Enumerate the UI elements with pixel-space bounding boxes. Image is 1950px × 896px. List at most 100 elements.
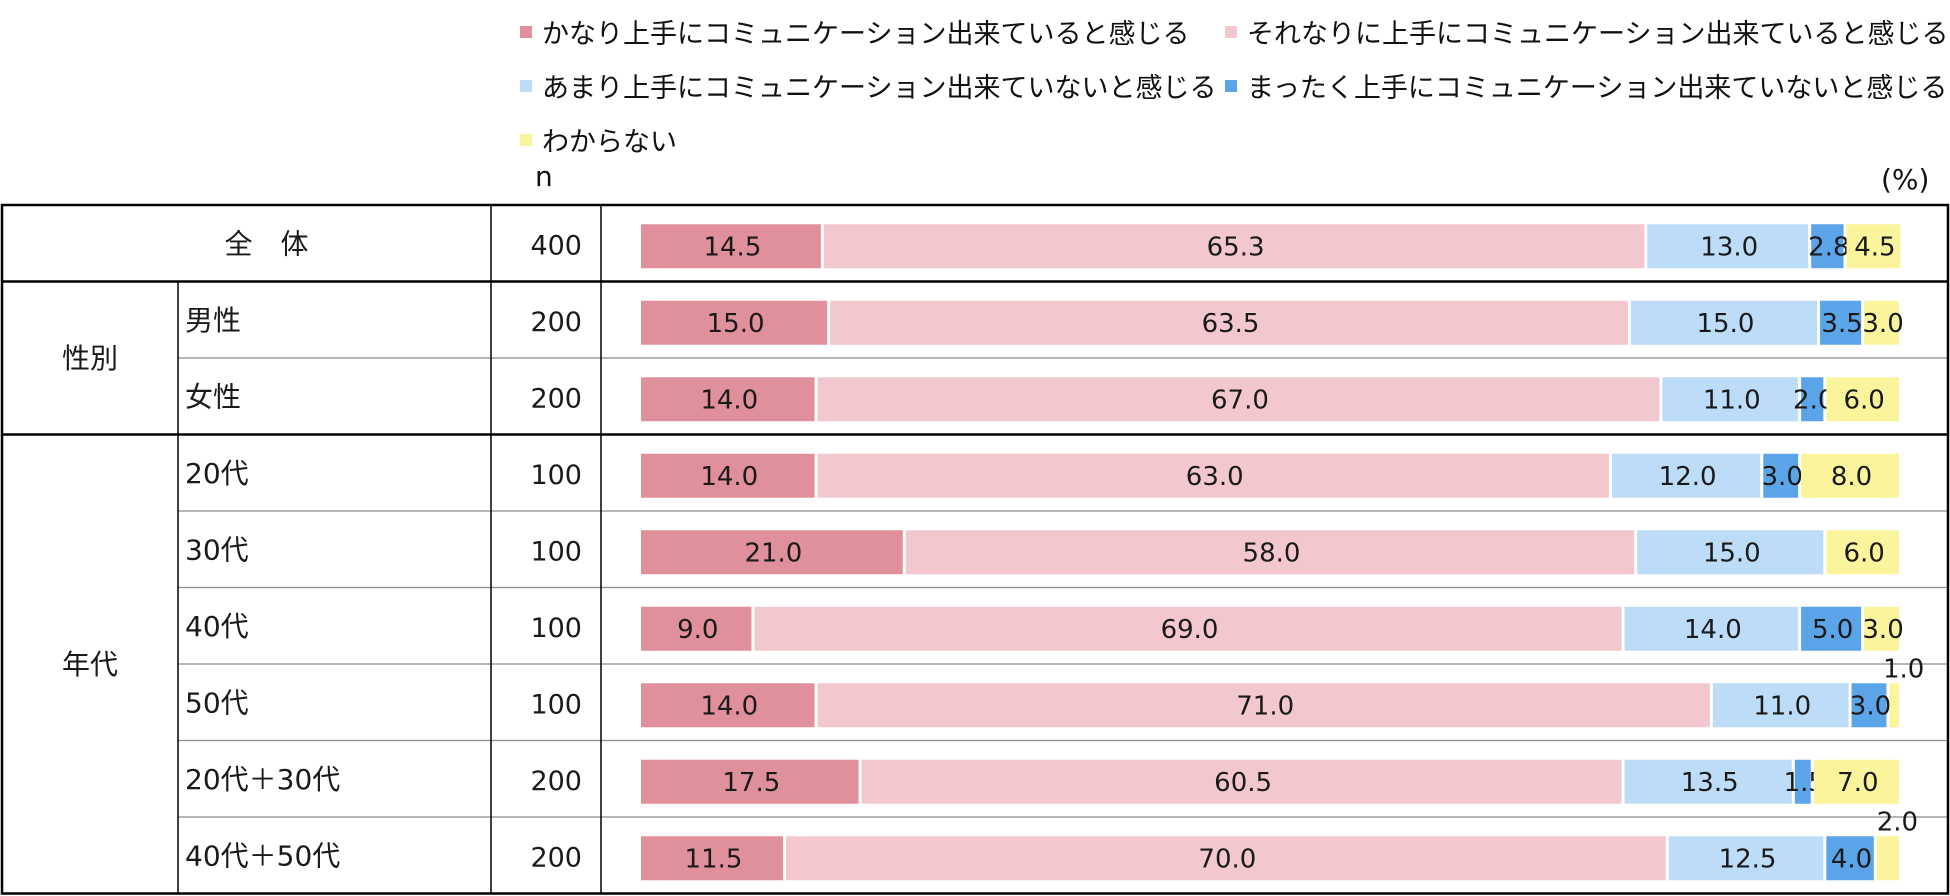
data-label: 9.0 bbox=[677, 615, 718, 645]
n-value: 200 bbox=[530, 383, 582, 414]
data-label: 15.0 bbox=[1703, 538, 1761, 568]
row-label: 40代 bbox=[185, 610, 249, 643]
legend-item-very-good: かなり上手にコミュニケーション出来ていると感じる bbox=[520, 12, 1189, 51]
bar-segment-3 bbox=[1630, 300, 1818, 345]
group-label-0: 全 体 bbox=[224, 227, 308, 260]
data-label: 11.0 bbox=[1703, 385, 1761, 415]
bar-segment-5 bbox=[1826, 377, 1899, 422]
data-label: 11.5 bbox=[685, 844, 743, 874]
n-value: 200 bbox=[530, 766, 582, 797]
legend-item-dont-know: わからない bbox=[520, 120, 677, 159]
row-label: 30代 bbox=[185, 533, 249, 566]
bar-segment-5 bbox=[1813, 759, 1899, 804]
n-value: 100 bbox=[530, 689, 582, 720]
group-label-2: 年代 bbox=[62, 648, 118, 681]
legend-item-not-good-at-all: まったく上手にコミュニケーション出来ていないと感じる bbox=[1225, 66, 1947, 105]
legend-label-somewhat-good: それなりに上手にコミュニケーション出来ていると感じる bbox=[1247, 19, 1949, 50]
data-label: 15.0 bbox=[1697, 309, 1755, 339]
bar-segment-2 bbox=[817, 683, 1710, 728]
data-label: 17.5 bbox=[722, 768, 780, 798]
legend-label-not-good-at-all: まったく上手にコミュニケーション出来ていないと感じる bbox=[1247, 73, 1948, 104]
legend-label-very-good: かなり上手にコミュニケーション出来ていると感じる bbox=[542, 19, 1190, 50]
data-label: 14.0 bbox=[700, 462, 758, 492]
bar-segment-1 bbox=[641, 300, 828, 345]
row-label: 20代 bbox=[185, 457, 249, 490]
bar-segment-2 bbox=[830, 300, 1628, 345]
data-label: 6.0 bbox=[1843, 385, 1884, 415]
data-label: 3.0 bbox=[1862, 615, 1903, 645]
bar-segment-3 bbox=[1647, 224, 1809, 269]
data-label: 70.0 bbox=[1198, 844, 1256, 874]
bar-segment-1 bbox=[641, 683, 815, 728]
row-label: 50代 bbox=[185, 686, 249, 719]
data-label: 4.5 bbox=[1854, 232, 1895, 262]
table-border bbox=[0, 203, 1950, 895]
bar-segment-1 bbox=[641, 759, 859, 804]
bar-segment-3 bbox=[1662, 377, 1799, 422]
bar-segment-4 bbox=[1763, 453, 1799, 498]
bar-segment-3 bbox=[1611, 453, 1761, 498]
bar-segment-1 bbox=[641, 377, 815, 422]
data-label: 6.0 bbox=[1843, 538, 1884, 568]
data-label: 12.0 bbox=[1659, 462, 1717, 492]
bar-segment-4 bbox=[1801, 377, 1824, 422]
bar-segment-2 bbox=[861, 759, 1622, 804]
legend-swatch-not-very-good bbox=[520, 79, 532, 92]
data-label: 15.0 bbox=[707, 309, 765, 339]
bar-segment-2 bbox=[786, 836, 1666, 881]
data-label: 67.0 bbox=[1211, 385, 1269, 415]
bar-segment-1 bbox=[641, 453, 815, 498]
data-label: 14.0 bbox=[700, 385, 758, 415]
row-label: 男性 bbox=[185, 304, 241, 337]
bar-segment-1 bbox=[641, 530, 903, 575]
data-label: 14.0 bbox=[700, 691, 758, 721]
bar-segment-4 bbox=[1811, 224, 1844, 269]
n-value: 100 bbox=[530, 536, 582, 567]
data-label: 2.0 bbox=[1877, 807, 1918, 837]
data-label: 71.0 bbox=[1236, 691, 1294, 721]
data-label: 2.8 bbox=[1808, 232, 1849, 262]
data-label: 11.0 bbox=[1753, 691, 1811, 721]
data-label: 1.0 bbox=[1883, 654, 1924, 684]
row-label: 20代＋30代 bbox=[185, 763, 340, 796]
bar-segment-5 bbox=[1801, 453, 1899, 498]
data-label: 3.0 bbox=[1762, 462, 1803, 492]
bar-segment-2 bbox=[905, 530, 1635, 575]
legend-item-not-very-good: あまり上手にコミュニケーション出来ていないと感じる bbox=[520, 66, 1216, 105]
data-label: 3.5 bbox=[1821, 309, 1862, 339]
bar-segment-1 bbox=[641, 224, 821, 269]
bar-segment-5 bbox=[1826, 530, 1899, 575]
legend-swatch-somewhat-good bbox=[1225, 25, 1237, 38]
n-column-header: n bbox=[535, 160, 553, 193]
bar-segment-5 bbox=[1889, 683, 1899, 728]
data-label: 3.0 bbox=[1862, 309, 1903, 339]
row-label: 40代＋50代 bbox=[185, 839, 340, 872]
bar-segment-3 bbox=[1624, 606, 1799, 651]
data-label: 69.0 bbox=[1161, 615, 1219, 645]
legend-swatch-not-good-at-all bbox=[1225, 79, 1237, 92]
bar-segment-2 bbox=[823, 224, 1645, 269]
data-label: 7.0 bbox=[1837, 768, 1878, 798]
row-label: 女性 bbox=[185, 380, 241, 413]
data-label: 65.3 bbox=[1207, 232, 1265, 262]
group-label-1: 性別 bbox=[62, 342, 118, 375]
n-value: 400 bbox=[530, 230, 582, 261]
bar-segment-5 bbox=[1864, 300, 1899, 345]
n-value: 200 bbox=[530, 842, 582, 873]
bar-segment-2 bbox=[754, 606, 1622, 651]
data-label: 14.0 bbox=[1684, 615, 1742, 645]
bar-segment-5 bbox=[1864, 606, 1899, 651]
data-label: 21.0 bbox=[744, 538, 802, 568]
bar-segment-1 bbox=[641, 606, 752, 651]
bar-segment-5 bbox=[1846, 224, 1901, 269]
n-value: 100 bbox=[530, 460, 582, 491]
legend-swatch-dont-know bbox=[520, 133, 532, 146]
data-label: 63.0 bbox=[1186, 462, 1244, 492]
bar-segment-2 bbox=[817, 453, 1609, 498]
bar-segment-4 bbox=[1820, 300, 1862, 345]
percent-unit-label: (%) bbox=[1881, 163, 1930, 196]
data-label: 8.0 bbox=[1831, 462, 1872, 492]
bar-segment-2 bbox=[817, 377, 1660, 422]
